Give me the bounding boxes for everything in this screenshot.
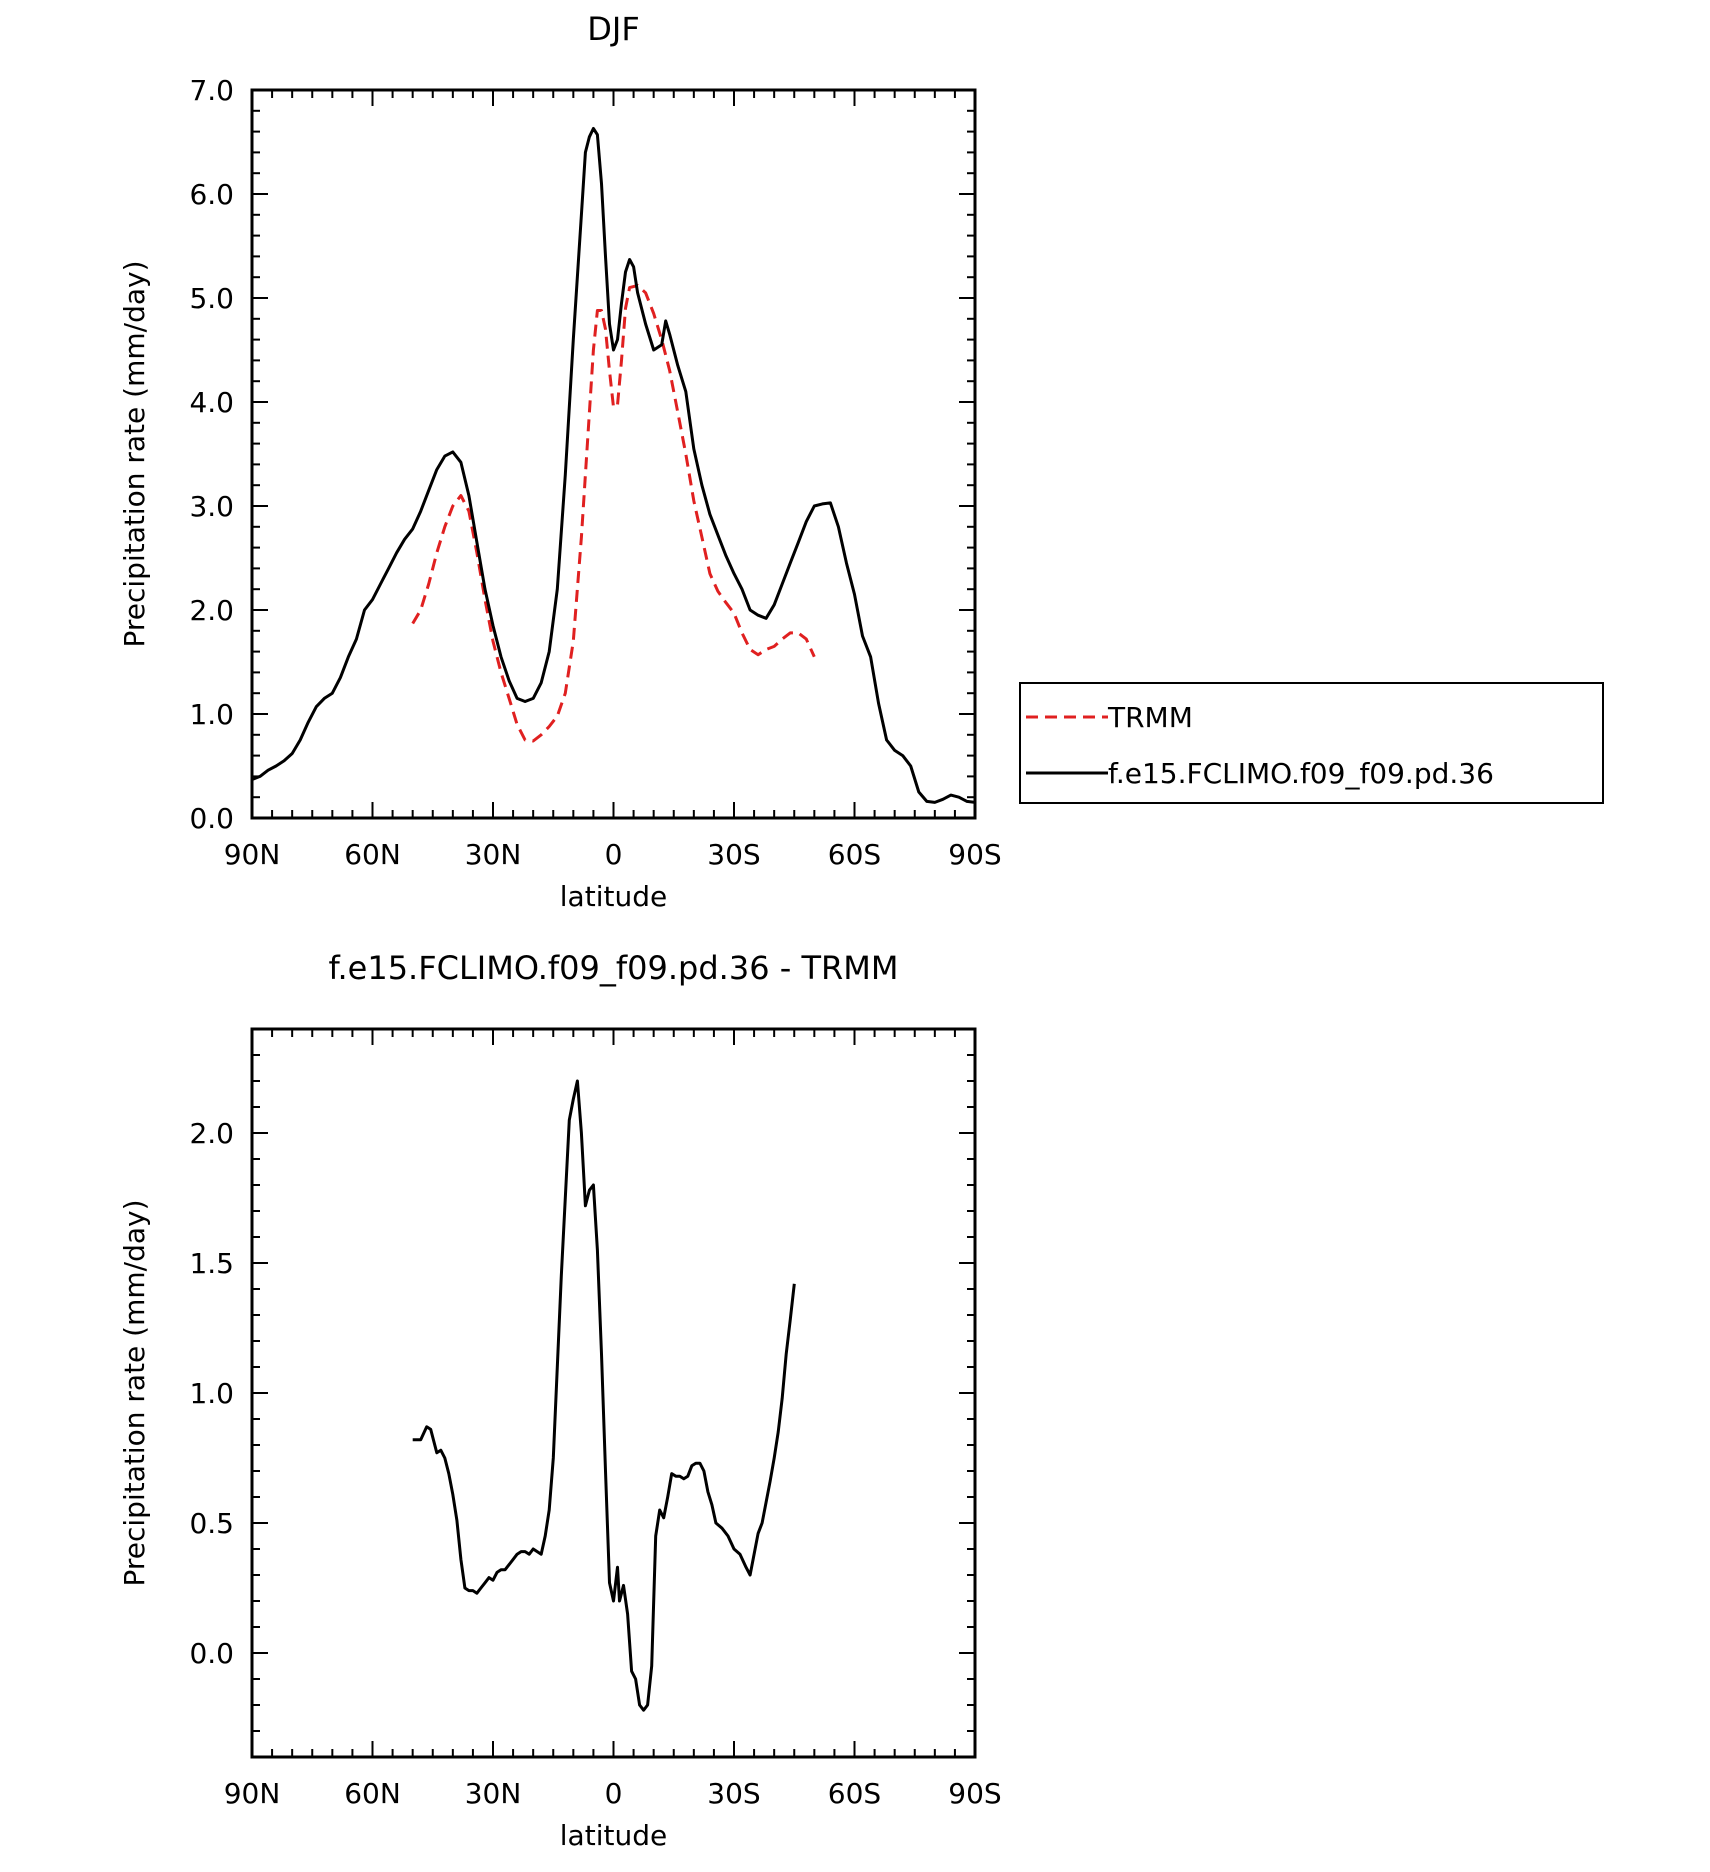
series-line-difference <box>412 1079 796 1712</box>
y-tick-label: 1.5 <box>189 1247 234 1280</box>
y-tick-label: 7.0 <box>189 74 234 107</box>
y-tick-label: 2.0 <box>189 1117 234 1150</box>
x-tick-label: 30N <box>465 1777 522 1810</box>
legend-box <box>1019 682 1604 804</box>
y-tick-label: 3.0 <box>189 490 234 523</box>
x-tick-label: 90S <box>948 1777 1001 1810</box>
chart-panel-2: 90N 60N 30N 0 30S 60S 90S 0.0 0.5 1.0 1.5 2.0 f.e15.… <box>118 949 1002 1852</box>
y-tick-label: 1.0 <box>189 698 234 731</box>
x-tick-label: 90N <box>224 1777 281 1810</box>
x-tick-label: 30S <box>707 1777 760 1810</box>
x-tick-label: 60S <box>828 1777 881 1810</box>
x-axis-label: latitude <box>560 880 667 913</box>
y-axis-label: Precipitation rate (mm/day) <box>118 1199 151 1586</box>
chart-title: f.e15.FCLIMO.f09_f09.pd.36 - TRMM <box>329 949 899 987</box>
legend: TRMM f.e15.FCLIMO.f09_f09.pd.36 <box>1019 682 1604 804</box>
y-tick-label: 4.0 <box>189 386 234 419</box>
x-tick-label: 0 <box>605 838 623 871</box>
legend-label: TRMM <box>1107 701 1193 734</box>
plot-frame <box>250 1027 977 1759</box>
x-tick-label: 30S <box>707 838 760 871</box>
y-tick-label: 5.0 <box>189 282 234 315</box>
x-tick-label: 30N <box>465 838 522 871</box>
y-tick-label: 0.0 <box>189 1637 234 1670</box>
x-tick-label: 0 <box>605 1777 623 1810</box>
y-tick-label: 0.5 <box>189 1507 234 1540</box>
x-axis-label: latitude <box>560 1819 667 1852</box>
x-tick-label: 90S <box>948 838 1001 871</box>
y-axis-label: Precipitation rate (mm/day) <box>118 260 151 647</box>
x-tick-label: 60S <box>828 838 881 871</box>
series-line-f-e15-fclimo-f09-f09-pd-36 <box>251 127 976 804</box>
y-tick-label: 1.0 <box>189 1377 234 1410</box>
series-line-trmm <box>411 284 816 743</box>
y-tick-label: 6.0 <box>189 178 234 211</box>
chart-title: DJF <box>587 10 639 48</box>
chart-panel-1: 90N 60N 30N 0 30S 60S 90S 0.0 1.0 2.0 3.0 4.0 5.0 6.0… <box>118 10 1604 913</box>
x-tick-label: 90N <box>224 838 281 871</box>
legend-label: f.e15.FCLIMO.f09_f09.pd.36 <box>1108 757 1494 790</box>
plot-frame <box>250 88 977 820</box>
y-tick-label: 2.0 <box>189 594 234 627</box>
y-tick-label: 0.0 <box>189 802 234 835</box>
x-tick-label: 60N <box>344 1777 401 1810</box>
x-tick-label: 60N <box>344 838 401 871</box>
